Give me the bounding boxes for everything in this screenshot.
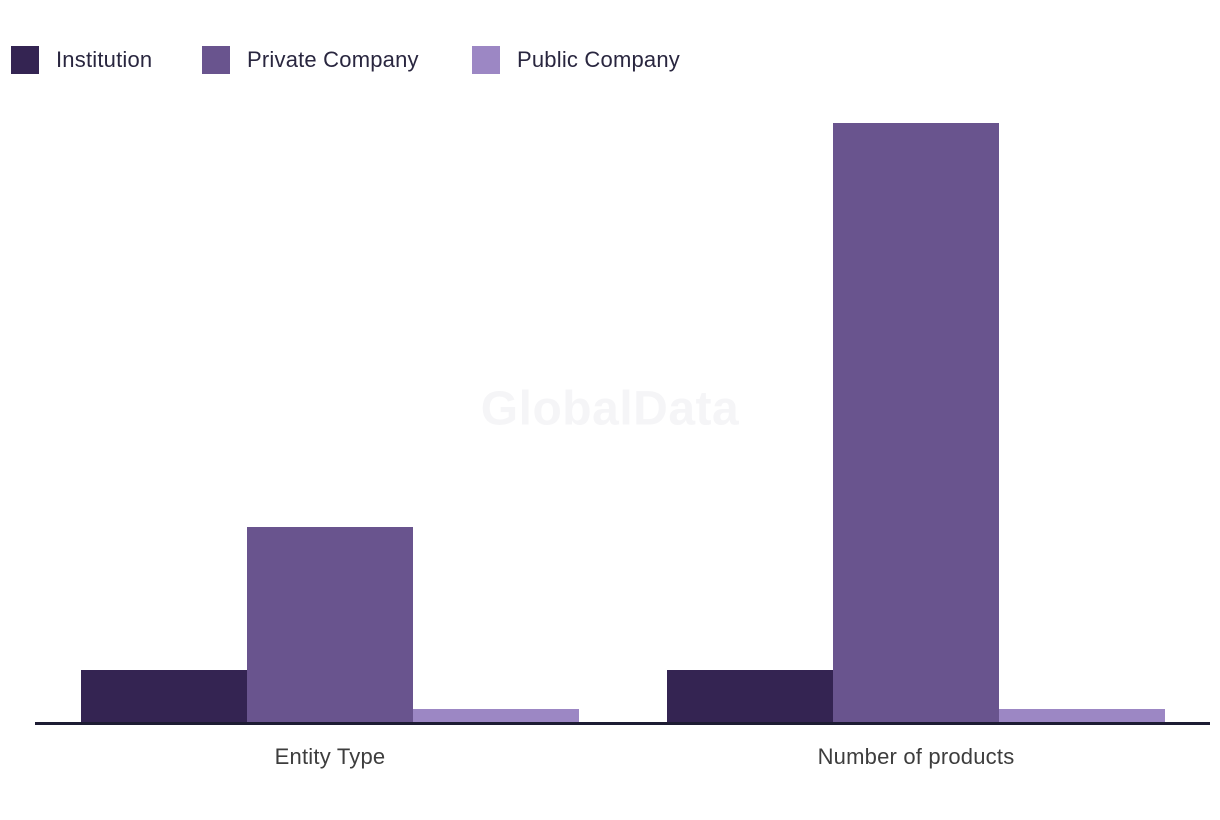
- x-axis-line: [35, 722, 1210, 725]
- bar-institution-entity-type[interactable]: [81, 670, 247, 722]
- legend-item-institution[interactable]: Institution: [11, 44, 152, 76]
- legend-item-public-company[interactable]: Public Company: [472, 44, 680, 76]
- bar-private-company-number-of-products[interactable]: [833, 123, 999, 722]
- bar-public-company-entity-type[interactable]: [413, 709, 579, 722]
- legend-swatch-institution: [11, 46, 39, 74]
- x-axis-label-number-of-products: Number of products: [817, 744, 1015, 769]
- legend-swatch-public-company: [472, 46, 500, 74]
- bar-institution-number-of-products[interactable]: [667, 670, 833, 722]
- bar-private-company-entity-type[interactable]: [247, 527, 413, 722]
- bar-public-company-number-of-products[interactable]: [999, 709, 1165, 722]
- legend-label-private-company: Private Company: [247, 47, 419, 72]
- x-axis-label-entity-type: Entity Type: [274, 744, 386, 769]
- globaldata-watermark: GlobalData: [480, 382, 740, 436]
- legend-swatch-private-company: [202, 46, 230, 74]
- legend-item-private-company[interactable]: Private Company: [202, 44, 419, 76]
- legend-label-institution: Institution: [56, 47, 153, 72]
- legend-label-public-company: Public Company: [517, 47, 680, 72]
